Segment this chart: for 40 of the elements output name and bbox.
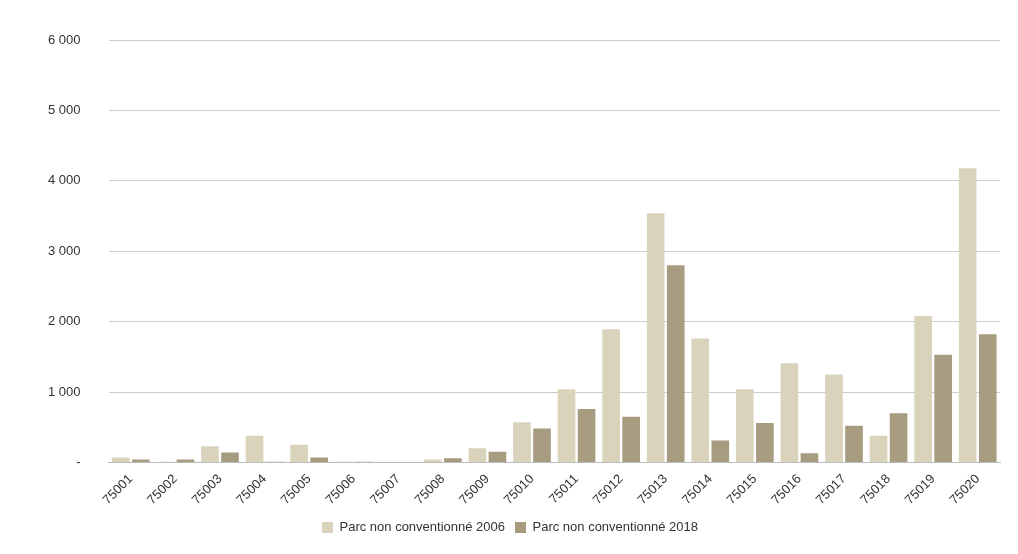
bar [533, 428, 551, 462]
bar [934, 354, 952, 462]
legend-label: Parc non conventionné 2018 [532, 519, 699, 535]
bar [735, 389, 754, 462]
legend-label: Parc non conventionné 2006 [339, 519, 505, 535]
bar [978, 334, 997, 462]
bar [557, 389, 576, 462]
bar [711, 440, 730, 462]
bar [780, 363, 799, 462]
bar [444, 458, 462, 462]
y-tick-label: 6 000 [47, 31, 81, 47]
bar [310, 457, 328, 462]
bar [825, 374, 843, 462]
bar [290, 444, 308, 462]
bar [958, 168, 977, 462]
bar [666, 265, 685, 462]
y-tick-label: 5 000 [47, 101, 81, 117]
bar [889, 413, 908, 462]
bar [869, 435, 888, 462]
y-tick-label: - [76, 453, 81, 469]
bar [577, 408, 596, 462]
bar [221, 452, 239, 462]
bar [111, 457, 130, 462]
bar [691, 338, 710, 462]
bar [914, 315, 932, 462]
y-tick-label: 2 000 [47, 313, 81, 329]
bar [602, 329, 620, 462]
y-tick-label: 3 000 [47, 242, 81, 258]
bar [488, 451, 507, 462]
bar [756, 422, 774, 462]
bar [845, 425, 863, 462]
bar [646, 213, 665, 462]
bar [468, 448, 487, 462]
bar [800, 453, 819, 462]
bar [245, 435, 264, 462]
bar [513, 422, 531, 462]
bar [201, 446, 219, 462]
y-tick-label: 1 000 [47, 383, 81, 399]
bar [622, 416, 640, 462]
y-tick-label: 4 000 [47, 172, 81, 188]
